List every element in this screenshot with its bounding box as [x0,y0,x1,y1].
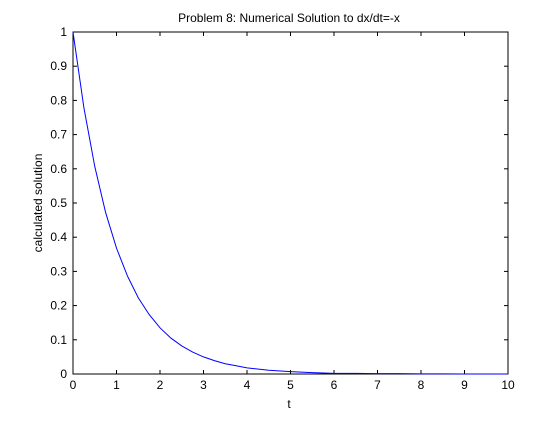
x-tick-label: 4 [244,378,251,392]
x-axis-label: t [287,397,291,411]
x-tick-label: 1 [113,378,120,392]
y-tick-label: 0.8 [50,93,67,107]
x-tick-label: 7 [374,378,381,392]
x-tick-label: 9 [461,378,468,392]
y-tick-label: 0.5 [50,196,67,210]
y-tick-label: 0 [60,367,67,381]
y-axis-label: calculated solution [31,154,45,253]
y-tick-label: 0.1 [50,333,67,347]
x-tick-label: 2 [157,378,164,392]
chart-title: Problem 8: Numerical Solution to dx/dt=-… [178,11,400,25]
x-tick-label: 8 [418,378,425,392]
y-tick-label: 0.6 [50,162,67,176]
x-tick-label: 10 [501,378,515,392]
y-tick-label: 0.4 [50,230,67,244]
x-tick-label: 0 [70,378,77,392]
x-tick-label: 6 [331,378,338,392]
y-tick-label: 0.3 [50,264,67,278]
y-tick-label: 0.2 [50,299,67,313]
y-tick-label: 0.7 [50,128,67,142]
y-tick-label: 0.9 [50,59,67,73]
x-tick-label: 3 [200,378,207,392]
y-tick-label: 1 [60,25,67,39]
series-line [72,31,509,375]
plot-area: 0 1 2 3 4 5 6 7 8 9 10 0 0.1 0.2 0.3 0.4 0.5 0.6 0.7 0.8 0.9… [50,25,515,392]
x-tick-label: 5 [287,378,294,392]
plot-frame [72,31,509,375]
